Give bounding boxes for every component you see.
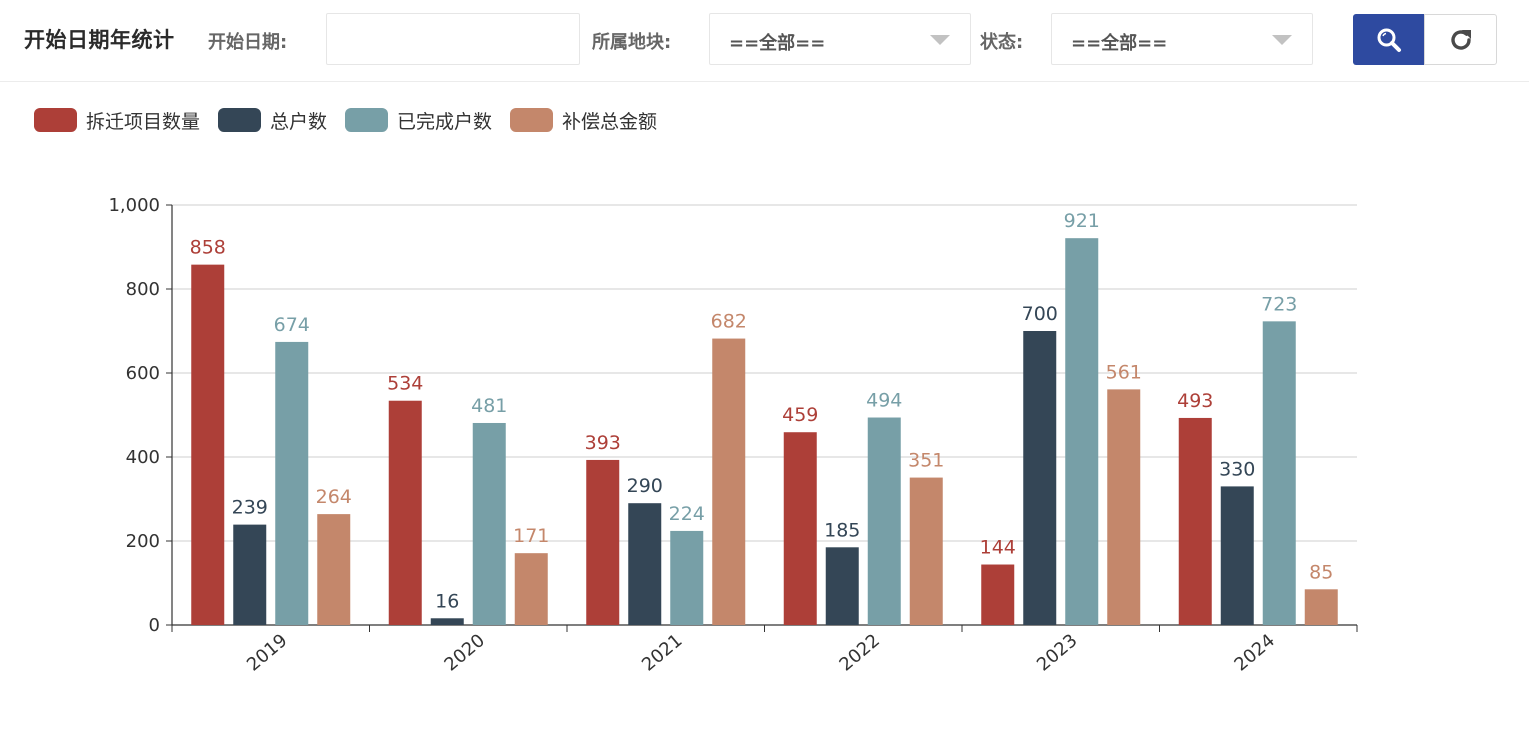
x-tick-label: 2023: [1033, 630, 1082, 676]
legend-label: 已完成户数: [397, 110, 493, 133]
bar-value-label: 481: [471, 395, 507, 417]
bar-value-label: 494: [866, 390, 902, 412]
legend-label: 总户数: [270, 110, 328, 133]
bar-value-label: 393: [585, 432, 621, 454]
bar-value-label: 85: [1309, 561, 1333, 583]
legend-item[interactable]: 补偿总金额: [510, 107, 657, 134]
legend-item[interactable]: 已完成户数: [345, 107, 492, 134]
legend-item[interactable]: 总户数: [218, 107, 327, 134]
bar: [712, 338, 746, 625]
bar-value-label: 674: [274, 314, 310, 336]
bar-value-label: 171: [513, 525, 549, 547]
bar-value-label: 144: [980, 537, 1016, 559]
status-select[interactable]: ==全部==: [1051, 13, 1313, 65]
bar-value-label: 459: [782, 404, 818, 426]
y-tick-label: 1,000: [108, 195, 160, 216]
legend-swatch: [34, 108, 77, 132]
bar-value-label: 351: [908, 450, 944, 472]
bar-value-label: 921: [1064, 210, 1100, 232]
bar: [909, 477, 943, 625]
x-tick-label: 2024: [1230, 630, 1279, 676]
bar: [586, 459, 620, 625]
bar-value-label: 224: [669, 503, 705, 525]
x-tick-label: 2020: [440, 630, 489, 676]
bar-value-label: 534: [387, 373, 423, 395]
chevron-down-icon: [930, 35, 950, 45]
x-tick-label: 2021: [638, 630, 687, 676]
y-tick-label: 400: [126, 447, 160, 468]
filter-toolbar: 开始日期年统计 开始日期: 所属地块: ==全部== 状态: ==全部==: [0, 0, 1529, 82]
bar: [191, 264, 225, 625]
bar-value-label: 290: [627, 475, 663, 497]
bar: [981, 564, 1015, 625]
start-date-label: 开始日期:: [208, 32, 288, 53]
bar: [430, 618, 464, 625]
bar: [1107, 389, 1141, 625]
bar-value-label: 700: [1022, 303, 1058, 325]
bar-value-label: 682: [711, 311, 747, 333]
bar: [275, 341, 309, 625]
bar: [388, 400, 422, 625]
bar-value-label: 16: [435, 590, 459, 612]
search-button[interactable]: [1353, 14, 1425, 65]
legend-item[interactable]: 拆迁项目数量: [34, 107, 200, 134]
y-tick-label: 800: [126, 279, 160, 300]
legend-label: 补偿总金额: [562, 110, 658, 133]
bar: [825, 547, 859, 625]
bar: [628, 503, 662, 625]
refresh-icon: [1450, 29, 1471, 50]
bar-value-label: 493: [1177, 390, 1213, 412]
start-date-input[interactable]: [326, 13, 580, 65]
region-select[interactable]: ==全部==: [709, 13, 971, 65]
bar: [783, 432, 817, 625]
bar-value-label: 858: [190, 237, 226, 259]
legend-label: 拆迁项目数量: [86, 110, 201, 133]
y-tick-label: 600: [126, 363, 160, 384]
page-title: 开始日期年统计: [24, 28, 175, 52]
bar-value-label: 264: [316, 486, 352, 508]
bar-value-label: 185: [824, 519, 860, 541]
legend-swatch: [345, 108, 389, 132]
bar-value-label: 723: [1261, 293, 1297, 315]
bar-value-label: 561: [1106, 361, 1142, 383]
bar: [514, 553, 548, 625]
x-tick-label: 2019: [243, 630, 292, 676]
bar: [317, 514, 351, 625]
bar: [1304, 589, 1338, 625]
refresh-button[interactable]: [1424, 14, 1497, 65]
bar: [1262, 321, 1296, 625]
bar: [867, 417, 901, 625]
y-tick-label: 0: [149, 615, 160, 636]
legend-swatch: [218, 108, 262, 132]
legend-swatch: [510, 108, 554, 132]
chart-legend: 拆迁项目数量 总户数 已完成户数 补偿总金额: [34, 106, 675, 134]
bar-chart: 0 200 400 600 800 1,000 858 239 674 264 2019 534 16 4…: [108, 195, 1358, 676]
y-tick-label: 200: [126, 531, 160, 552]
region-select-value: ==全部==: [729, 33, 826, 54]
bar: [670, 530, 704, 625]
region-label: 所属地块:: [592, 32, 672, 53]
bar-value-label: 330: [1219, 458, 1255, 480]
status-label: 状态:: [980, 32, 1024, 53]
bar: [1220, 486, 1254, 625]
chevron-down-icon: [1272, 35, 1292, 45]
bar: [233, 524, 267, 625]
bar: [1065, 238, 1099, 625]
bar-value-label: 239: [232, 497, 268, 519]
x-tick-label: 2022: [835, 630, 884, 676]
search-icon: [1377, 28, 1401, 52]
status-select-value: ==全部==: [1071, 33, 1168, 54]
bar: [1178, 417, 1212, 625]
bar: [472, 422, 506, 625]
bar: [1023, 331, 1057, 625]
